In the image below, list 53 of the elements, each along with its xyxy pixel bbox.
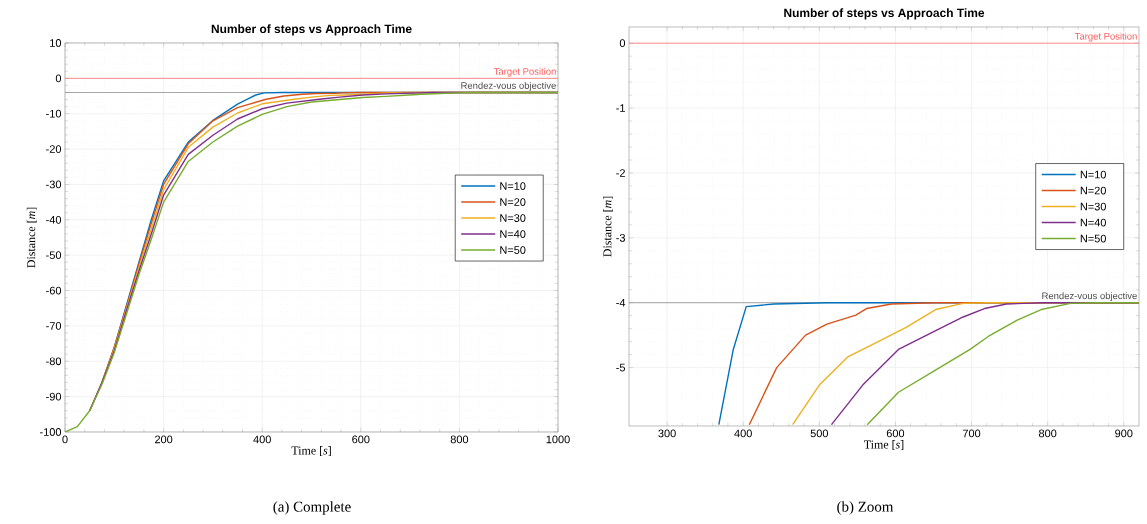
chart-title: Number of steps vs Approach Time: [784, 8, 985, 20]
y-tick-label: -3: [616, 233, 626, 242]
legend-label: N=30: [1080, 202, 1106, 211]
chart-title: Number of steps vs Approach Time: [211, 24, 412, 36]
text: (a) Complete: [273, 501, 351, 515]
legend-label: N=40: [500, 230, 526, 238]
y-tick-label: -70: [46, 322, 62, 330]
y-tick-label: -80: [46, 357, 62, 366]
y-tick-label: 0: [619, 39, 626, 48]
y-tick-label: -60: [46, 286, 62, 295]
y-axis-title: Distance [m]: [603, 196, 613, 257]
x-axis-title: Time [s]: [291, 446, 331, 457]
y-tick-label: -40: [46, 215, 62, 224]
legend-label: N=40: [1080, 218, 1106, 227]
y-tick-label: -20: [46, 145, 62, 153]
x-tick-label: 500: [810, 429, 829, 438]
legend-label: N=20: [500, 198, 526, 206]
legend-label: N=50: [1080, 234, 1106, 243]
y-tick-label: -90: [46, 392, 62, 401]
legend-label: N=10: [500, 182, 526, 190]
x-tick-label: 600: [352, 435, 370, 444]
legend-label: N=20: [1080, 186, 1106, 195]
x-tick-label: 0: [62, 435, 68, 444]
ref-line-label: Rendez-vous objective: [1042, 292, 1137, 302]
y-tick-label: 0: [55, 74, 62, 83]
ref-line-label: Rendez-vous objective: [461, 81, 556, 91]
legend-label: N=10: [1080, 170, 1106, 179]
y-tick-label: -1: [616, 104, 625, 112]
x-tick-label: 400: [734, 429, 752, 438]
x-tick-label: 1000: [546, 435, 570, 444]
y-tick-label: -50: [46, 251, 62, 260]
x-tick-label: 600: [886, 429, 905, 438]
x-tick-label: 300: [658, 429, 676, 438]
y-tick-label: -4: [616, 298, 626, 307]
y-tick-label: 10: [50, 39, 62, 47]
y-tick-label: -5: [616, 363, 626, 372]
y-tick-label: -2: [616, 169, 625, 177]
x-tick-label: 400: [253, 435, 271, 444]
x-axis-title: Time [s]: [864, 440, 904, 451]
x-tick-label: 900: [1115, 429, 1133, 438]
y-tick-label: -100: [40, 428, 62, 436]
x-tick-label: 800: [1038, 429, 1057, 438]
x-tick-label: 800: [450, 435, 469, 444]
ref-line-label: Target Position: [493, 67, 556, 77]
text: (b) Zoom: [837, 501, 894, 515]
y-tick-label: -10: [46, 109, 62, 118]
ref-line-label: Target Position: [1074, 32, 1137, 42]
legend-label: N=50: [500, 246, 526, 254]
x-tick-label: 700: [962, 429, 981, 438]
x-tick-label: 200: [155, 435, 173, 444]
y-tick-label: -30: [46, 180, 62, 189]
legend-label: N=30: [500, 214, 526, 222]
y-axis-title: Distance [m]: [26, 207, 37, 268]
